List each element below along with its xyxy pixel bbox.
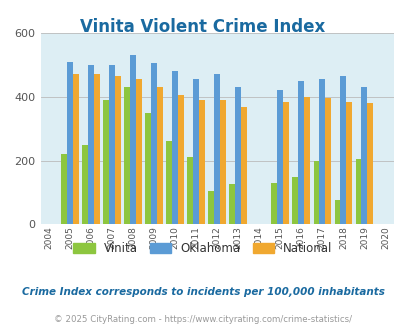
Bar	[109, 65, 115, 224]
Bar	[367, 103, 372, 224]
Bar	[115, 76, 121, 224]
Legend: Vinita, Oklahoma, National: Vinita, Oklahoma, National	[68, 237, 337, 260]
Bar	[82, 145, 88, 224]
Bar	[360, 86, 367, 224]
Bar	[88, 65, 94, 224]
Bar	[283, 102, 288, 224]
Bar	[303, 97, 309, 224]
Bar	[166, 142, 172, 224]
Bar	[136, 79, 142, 224]
Text: © 2025 CityRating.com - https://www.cityrating.com/crime-statistics/: © 2025 CityRating.com - https://www.city…	[54, 315, 351, 324]
Bar	[292, 177, 298, 224]
Bar	[229, 183, 235, 224]
Bar	[298, 81, 303, 224]
Bar	[124, 86, 130, 224]
Bar	[324, 98, 330, 224]
Bar	[172, 71, 178, 224]
Bar	[193, 79, 198, 224]
Bar	[334, 200, 339, 224]
Bar	[208, 191, 214, 224]
Bar	[67, 62, 73, 224]
Bar	[241, 107, 247, 224]
Bar	[339, 76, 345, 224]
Bar	[94, 75, 100, 224]
Bar	[157, 87, 162, 224]
Bar	[145, 113, 151, 224]
Bar	[271, 183, 277, 224]
Bar	[313, 161, 319, 224]
Bar	[214, 75, 220, 224]
Bar	[187, 157, 193, 224]
Bar	[198, 100, 205, 224]
Bar	[319, 79, 324, 224]
Bar	[61, 154, 67, 224]
Text: Vinita Violent Crime Index: Vinita Violent Crime Index	[80, 18, 325, 36]
Bar	[178, 95, 183, 224]
Bar	[345, 102, 351, 224]
Bar	[130, 55, 136, 224]
Bar	[220, 100, 226, 224]
Bar	[73, 75, 79, 224]
Bar	[235, 87, 241, 224]
Bar	[355, 159, 360, 224]
Bar	[277, 90, 283, 224]
Bar	[151, 63, 157, 224]
Text: Crime Index corresponds to incidents per 100,000 inhabitants: Crime Index corresponds to incidents per…	[21, 287, 384, 297]
Bar	[103, 100, 109, 224]
